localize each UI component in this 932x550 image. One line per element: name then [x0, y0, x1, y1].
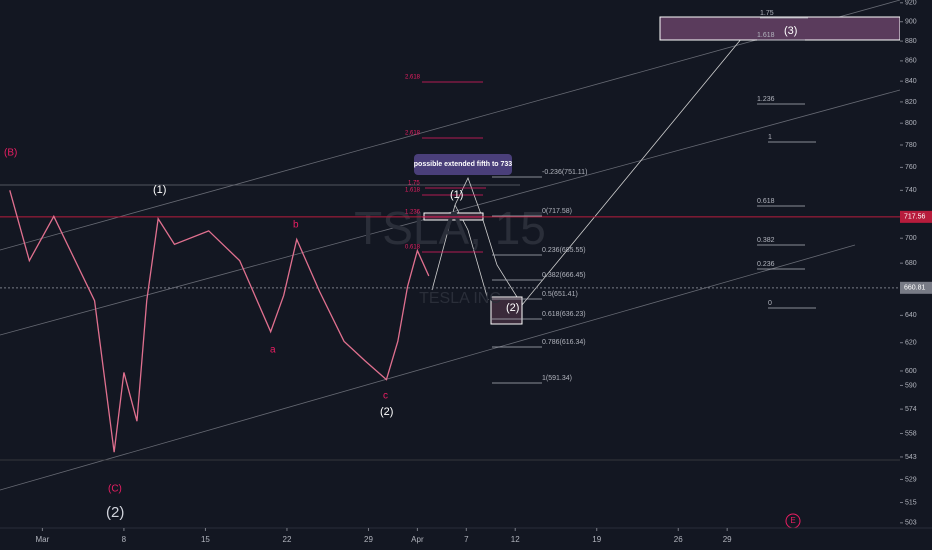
- y-tick-label: 529: [905, 476, 917, 483]
- target-box: [490, 296, 523, 325]
- y-tick-label: 543: [905, 454, 917, 461]
- x-tick-label: 12: [511, 535, 520, 544]
- wave-label: b: [293, 220, 299, 231]
- wave-label: (3): [784, 25, 797, 37]
- fib-label: 0.618(636.23): [542, 311, 586, 318]
- fib-label: 0.5(651.41): [542, 291, 578, 298]
- fib-label: 1.75: [408, 181, 420, 187]
- x-tick-label: 8: [122, 535, 127, 544]
- fib-label: 1.236: [757, 96, 775, 103]
- fib-label: 0.382(666.45): [542, 272, 586, 279]
- wave-label: (C): [108, 484, 122, 495]
- axis-panel: [900, 0, 932, 550]
- price-tag: [900, 281, 932, 294]
- y-tick-label: 515: [905, 499, 917, 506]
- fib-label: 1.236: [405, 210, 421, 216]
- y-tick-label: 880: [905, 38, 917, 45]
- wave-label: a: [270, 345, 276, 356]
- x-tick-label: Apr: [411, 535, 424, 544]
- x-tick-label: 7: [464, 535, 469, 544]
- fib-label: 1.75: [760, 10, 774, 17]
- x-tick-label: 26: [674, 535, 683, 544]
- fib-label: 1(591.34): [542, 375, 572, 382]
- y-tick-label: 820: [905, 99, 917, 106]
- y-tick-label: 800: [905, 120, 917, 127]
- y-tick-label: 700: [905, 235, 917, 242]
- y-tick-label: 574: [905, 406, 917, 413]
- fib-label: 0.618: [757, 198, 775, 205]
- fib-label: 0: [768, 300, 772, 307]
- watermark: TESLA INC: [419, 290, 501, 307]
- x-tick-label: 19: [592, 535, 601, 544]
- y-tick-label: 860: [905, 58, 917, 65]
- y-tick-label: 620: [905, 340, 917, 347]
- y-tick-label: 920: [905, 0, 917, 7]
- marker: E: [790, 516, 795, 525]
- y-tick-label: 640: [905, 312, 917, 319]
- wave-label: (2): [106, 504, 124, 521]
- y-tick-label: 740: [905, 187, 917, 194]
- fib-label: 0.382: [757, 237, 775, 244]
- fib-label: 2.618: [405, 131, 421, 137]
- fib-label: -0.236(751.11): [542, 169, 587, 176]
- price-label: 660.81: [904, 285, 926, 292]
- price-tag: [900, 210, 932, 223]
- x-tick-label: 29: [364, 535, 373, 544]
- target-box: [659, 16, 901, 41]
- fib-label: 0(717.58): [542, 208, 572, 215]
- fib-label: 1: [768, 134, 772, 141]
- x-tick-label: 22: [283, 535, 292, 544]
- price-line-series: [9, 190, 430, 453]
- wave-label: (2): [380, 406, 393, 418]
- y-tick-label: 780: [905, 142, 917, 149]
- fib-label: 0.618: [405, 245, 421, 251]
- y-tick-label: 558: [905, 430, 917, 437]
- x-tick-label: Mar: [36, 535, 50, 544]
- note: possible extended fifth to 733: [414, 161, 513, 168]
- wave-label: c: [383, 391, 388, 402]
- y-tick-label: 900: [905, 19, 917, 26]
- wave-label: (1): [153, 184, 166, 196]
- channel-lines: [0, 0, 901, 491]
- wave-label: (1): [450, 189, 463, 201]
- note-box: [414, 154, 512, 175]
- y-tick-label: 590: [905, 382, 917, 389]
- x-tick-label: 15: [201, 535, 210, 544]
- fib-label: 0.786(616.34): [542, 339, 586, 346]
- fib-label: 0.236: [757, 261, 775, 268]
- y-tick-label: 503: [905, 520, 917, 527]
- fib-label: 0.236(685.55): [542, 247, 586, 254]
- watermark: TSLA, 15: [354, 202, 546, 254]
- y-tick-label: 760: [905, 164, 917, 171]
- fib-label: 1.618: [757, 32, 775, 39]
- x-tick-label: 29: [723, 535, 732, 544]
- y-tick-label: 680: [905, 260, 917, 267]
- fib-label: 1.618: [405, 188, 421, 194]
- wave-label: (2): [506, 302, 519, 314]
- wave-label: (B): [4, 148, 17, 159]
- fib-label: 2.618: [405, 75, 421, 81]
- y-tick-label: 600: [905, 368, 917, 375]
- price-label: 717.56: [904, 214, 926, 221]
- y-tick-label: 840: [905, 78, 917, 85]
